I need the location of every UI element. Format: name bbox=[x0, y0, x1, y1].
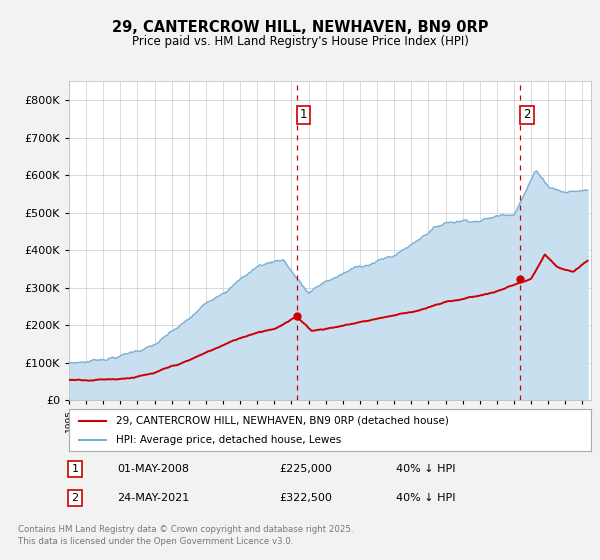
Text: 2: 2 bbox=[71, 493, 79, 503]
Text: 2: 2 bbox=[523, 109, 530, 122]
Text: 40% ↓ HPI: 40% ↓ HPI bbox=[396, 493, 455, 503]
Text: £322,500: £322,500 bbox=[279, 493, 332, 503]
Text: 1: 1 bbox=[71, 464, 79, 474]
Text: 1: 1 bbox=[300, 109, 307, 122]
Text: 24-MAY-2021: 24-MAY-2021 bbox=[117, 493, 189, 503]
Text: Price paid vs. HM Land Registry's House Price Index (HPI): Price paid vs. HM Land Registry's House … bbox=[131, 35, 469, 48]
Text: 40% ↓ HPI: 40% ↓ HPI bbox=[396, 464, 455, 474]
Text: Contains HM Land Registry data © Crown copyright and database right 2025.
This d: Contains HM Land Registry data © Crown c… bbox=[18, 525, 353, 546]
Text: £225,000: £225,000 bbox=[279, 464, 332, 474]
Text: HPI: Average price, detached house, Lewes: HPI: Average price, detached house, Lewe… bbox=[116, 435, 341, 445]
Text: 01-MAY-2008: 01-MAY-2008 bbox=[117, 464, 189, 474]
Text: 29, CANTERCROW HILL, NEWHAVEN, BN9 0RP: 29, CANTERCROW HILL, NEWHAVEN, BN9 0RP bbox=[112, 20, 488, 35]
Text: 29, CANTERCROW HILL, NEWHAVEN, BN9 0RP (detached house): 29, CANTERCROW HILL, NEWHAVEN, BN9 0RP (… bbox=[116, 416, 449, 426]
